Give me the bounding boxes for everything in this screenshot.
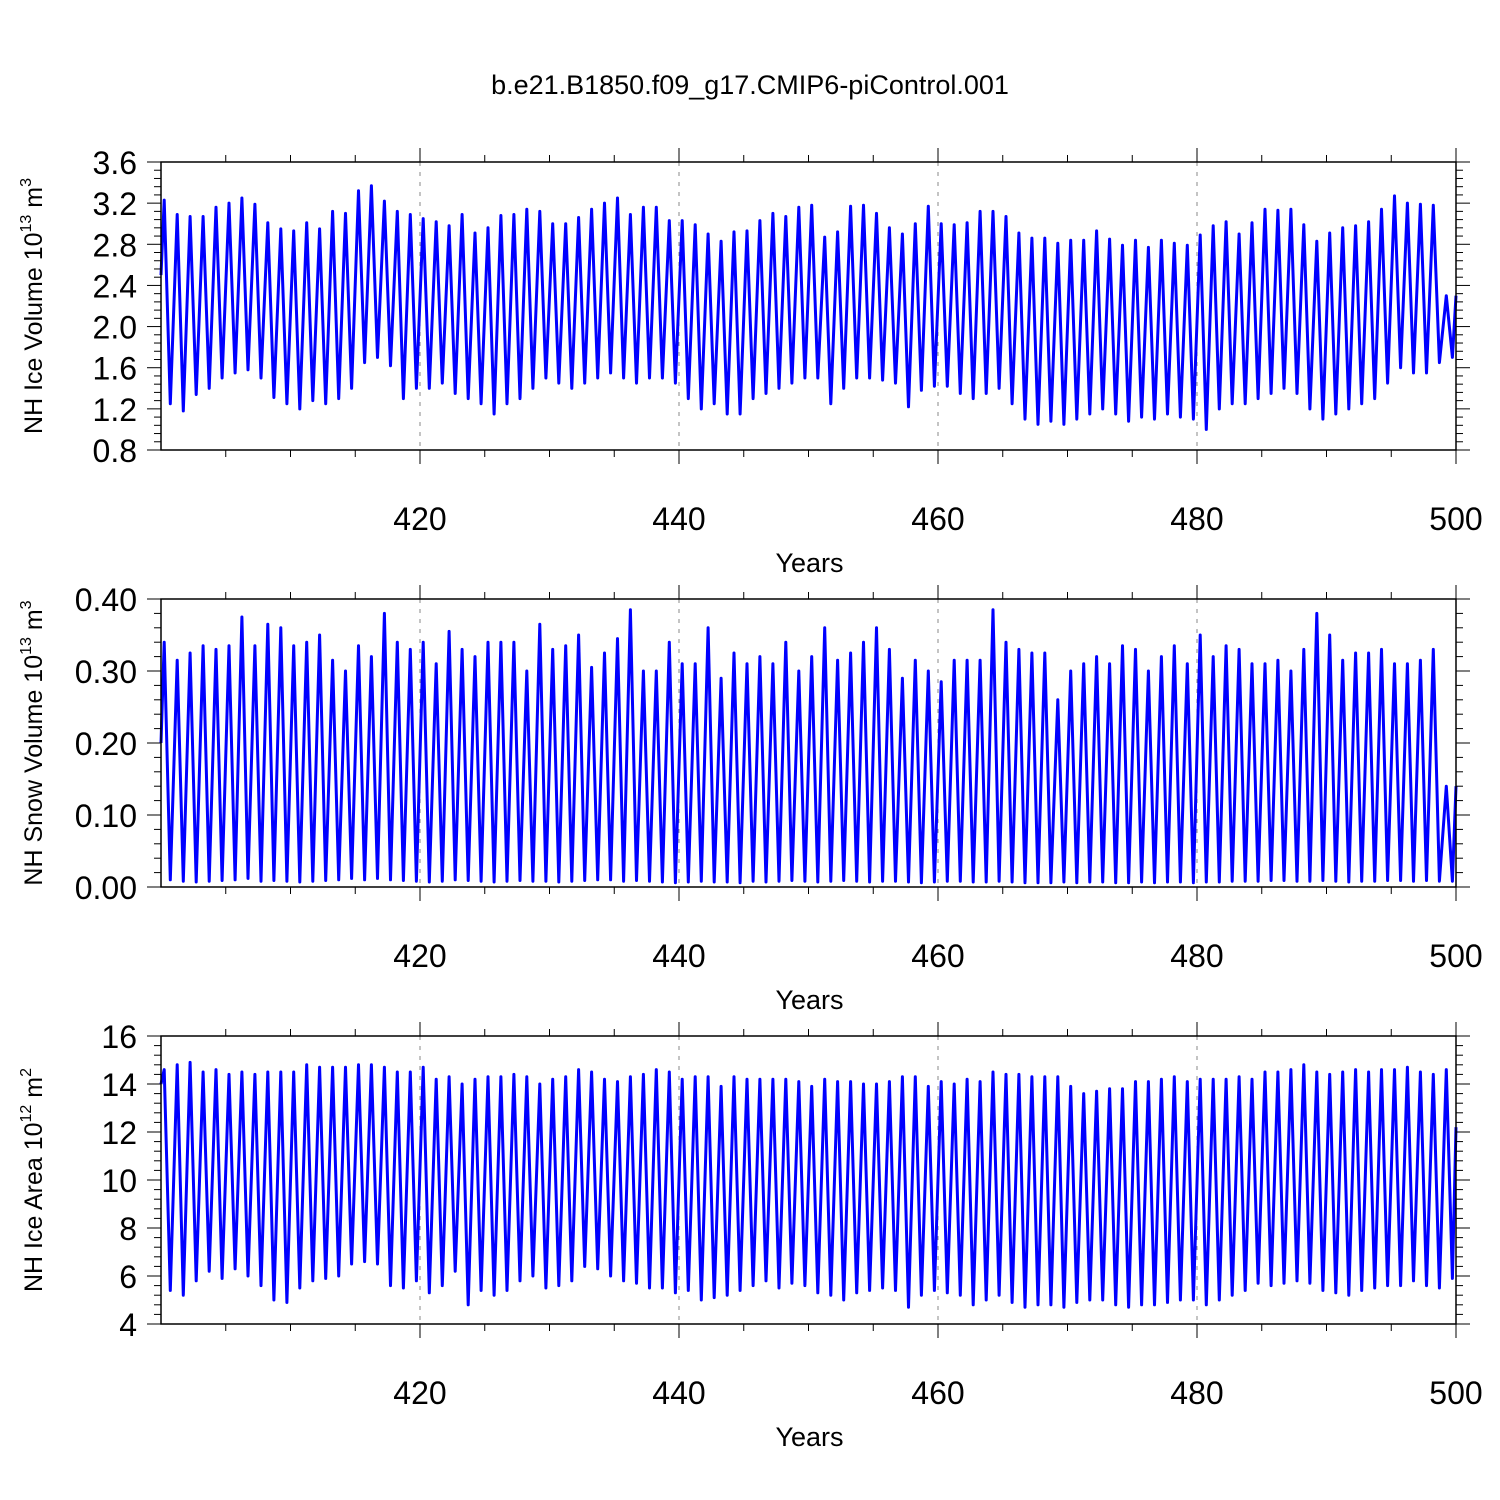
y-tick-label: 1.6 bbox=[93, 351, 137, 387]
y-axis-label-part: NH Ice Area 10 bbox=[20, 1122, 48, 1292]
x-tick-label: 420 bbox=[393, 938, 446, 974]
data-series-line bbox=[159, 184, 1458, 431]
y-axis-label: NH Snow Volume 1013 m3 bbox=[18, 600, 48, 885]
y-axis-label-superscript: 3 bbox=[18, 600, 35, 609]
chart-panel-3: 420 440 460 480 500 Years 4 6 8 10 12 14 16 NH Ice Ar… bbox=[18, 1019, 1483, 1452]
y-axis-label-superscript: 12 bbox=[18, 1105, 35, 1123]
chart-panel-2: 420 440 460 480 500 Years 0.00 0.10 0.20 0.30 0.40… bbox=[18, 582, 1483, 1015]
y-tick-label: 14 bbox=[101, 1067, 137, 1103]
x-tick-label: 500 bbox=[1429, 501, 1482, 537]
y-tick-label: 0.00 bbox=[75, 870, 137, 906]
y-tick-label: 0.10 bbox=[75, 798, 137, 834]
y-tick-label: 1.2 bbox=[93, 392, 137, 428]
y-tick-label: 0.20 bbox=[75, 726, 137, 762]
y-axis-label-superscript: 3 bbox=[18, 178, 35, 187]
x-tick-label: 500 bbox=[1429, 1375, 1482, 1411]
data-series-line bbox=[159, 1060, 1458, 1309]
y-axis-label-superscript: 2 bbox=[18, 1068, 35, 1077]
chart-panel-1: 420 440 460 480 500 Years 0.8 1.2 1.6 2.0 2.4 2.8 3.… bbox=[18, 145, 1483, 578]
y-tick-label: 2.8 bbox=[93, 227, 137, 263]
y-axis-label-superscript: 13 bbox=[18, 637, 35, 655]
y-tick-label: 3.6 bbox=[93, 145, 137, 181]
y-tick-label: 0.30 bbox=[75, 654, 137, 690]
y-axis-label-part: m bbox=[20, 187, 48, 215]
y-axis-label-superscript: 13 bbox=[18, 215, 35, 233]
y-tick-label: 2.0 bbox=[93, 310, 137, 346]
x-tick-label: 460 bbox=[911, 1375, 964, 1411]
y-tick-label: 0.8 bbox=[93, 433, 137, 469]
x-axis-label: Years bbox=[775, 548, 843, 578]
figure-title: b.e21.B1850.f09_g17.CMIP6-piControl.001 bbox=[491, 70, 1009, 100]
y-axis-label-part: NH Snow Volume 10 bbox=[20, 655, 48, 886]
x-tick-label: 440 bbox=[652, 501, 705, 537]
x-tick-label: 460 bbox=[911, 501, 964, 537]
x-tick-label: 480 bbox=[1170, 501, 1223, 537]
y-tick-label: 16 bbox=[101, 1019, 137, 1055]
y-tick-label: 12 bbox=[101, 1115, 137, 1151]
y-tick-label: 8 bbox=[119, 1211, 137, 1247]
data-series-line bbox=[159, 608, 1458, 885]
x-axis-label: Years bbox=[775, 985, 843, 1015]
y-tick-label: 4 bbox=[119, 1307, 137, 1343]
y-tick-label: 6 bbox=[119, 1259, 137, 1295]
x-tick-label: 500 bbox=[1429, 938, 1482, 974]
y-tick-label: 2.4 bbox=[93, 268, 137, 304]
x-tick-label: 460 bbox=[911, 938, 964, 974]
x-tick-label: 480 bbox=[1170, 1375, 1223, 1411]
y-axis-label: NH Ice Volume 1013 m3 bbox=[18, 178, 48, 434]
y-axis-label-part: NH Ice Volume 10 bbox=[20, 232, 48, 434]
x-tick-label: 440 bbox=[652, 1375, 705, 1411]
y-tick-label: 10 bbox=[101, 1163, 137, 1199]
y-axis-label: NH Ice Area 1012 m2 bbox=[18, 1068, 48, 1292]
x-tick-label: 420 bbox=[393, 1375, 446, 1411]
x-axis-label: Years bbox=[775, 1422, 843, 1452]
y-tick-label: 0.40 bbox=[75, 582, 137, 618]
y-axis-label-part: m bbox=[20, 1077, 48, 1105]
x-tick-label: 440 bbox=[652, 938, 705, 974]
y-tick-label: 3.2 bbox=[93, 186, 137, 222]
x-tick-label: 480 bbox=[1170, 938, 1223, 974]
x-tick-label: 420 bbox=[393, 501, 446, 537]
y-axis-label-part: m bbox=[20, 609, 48, 637]
